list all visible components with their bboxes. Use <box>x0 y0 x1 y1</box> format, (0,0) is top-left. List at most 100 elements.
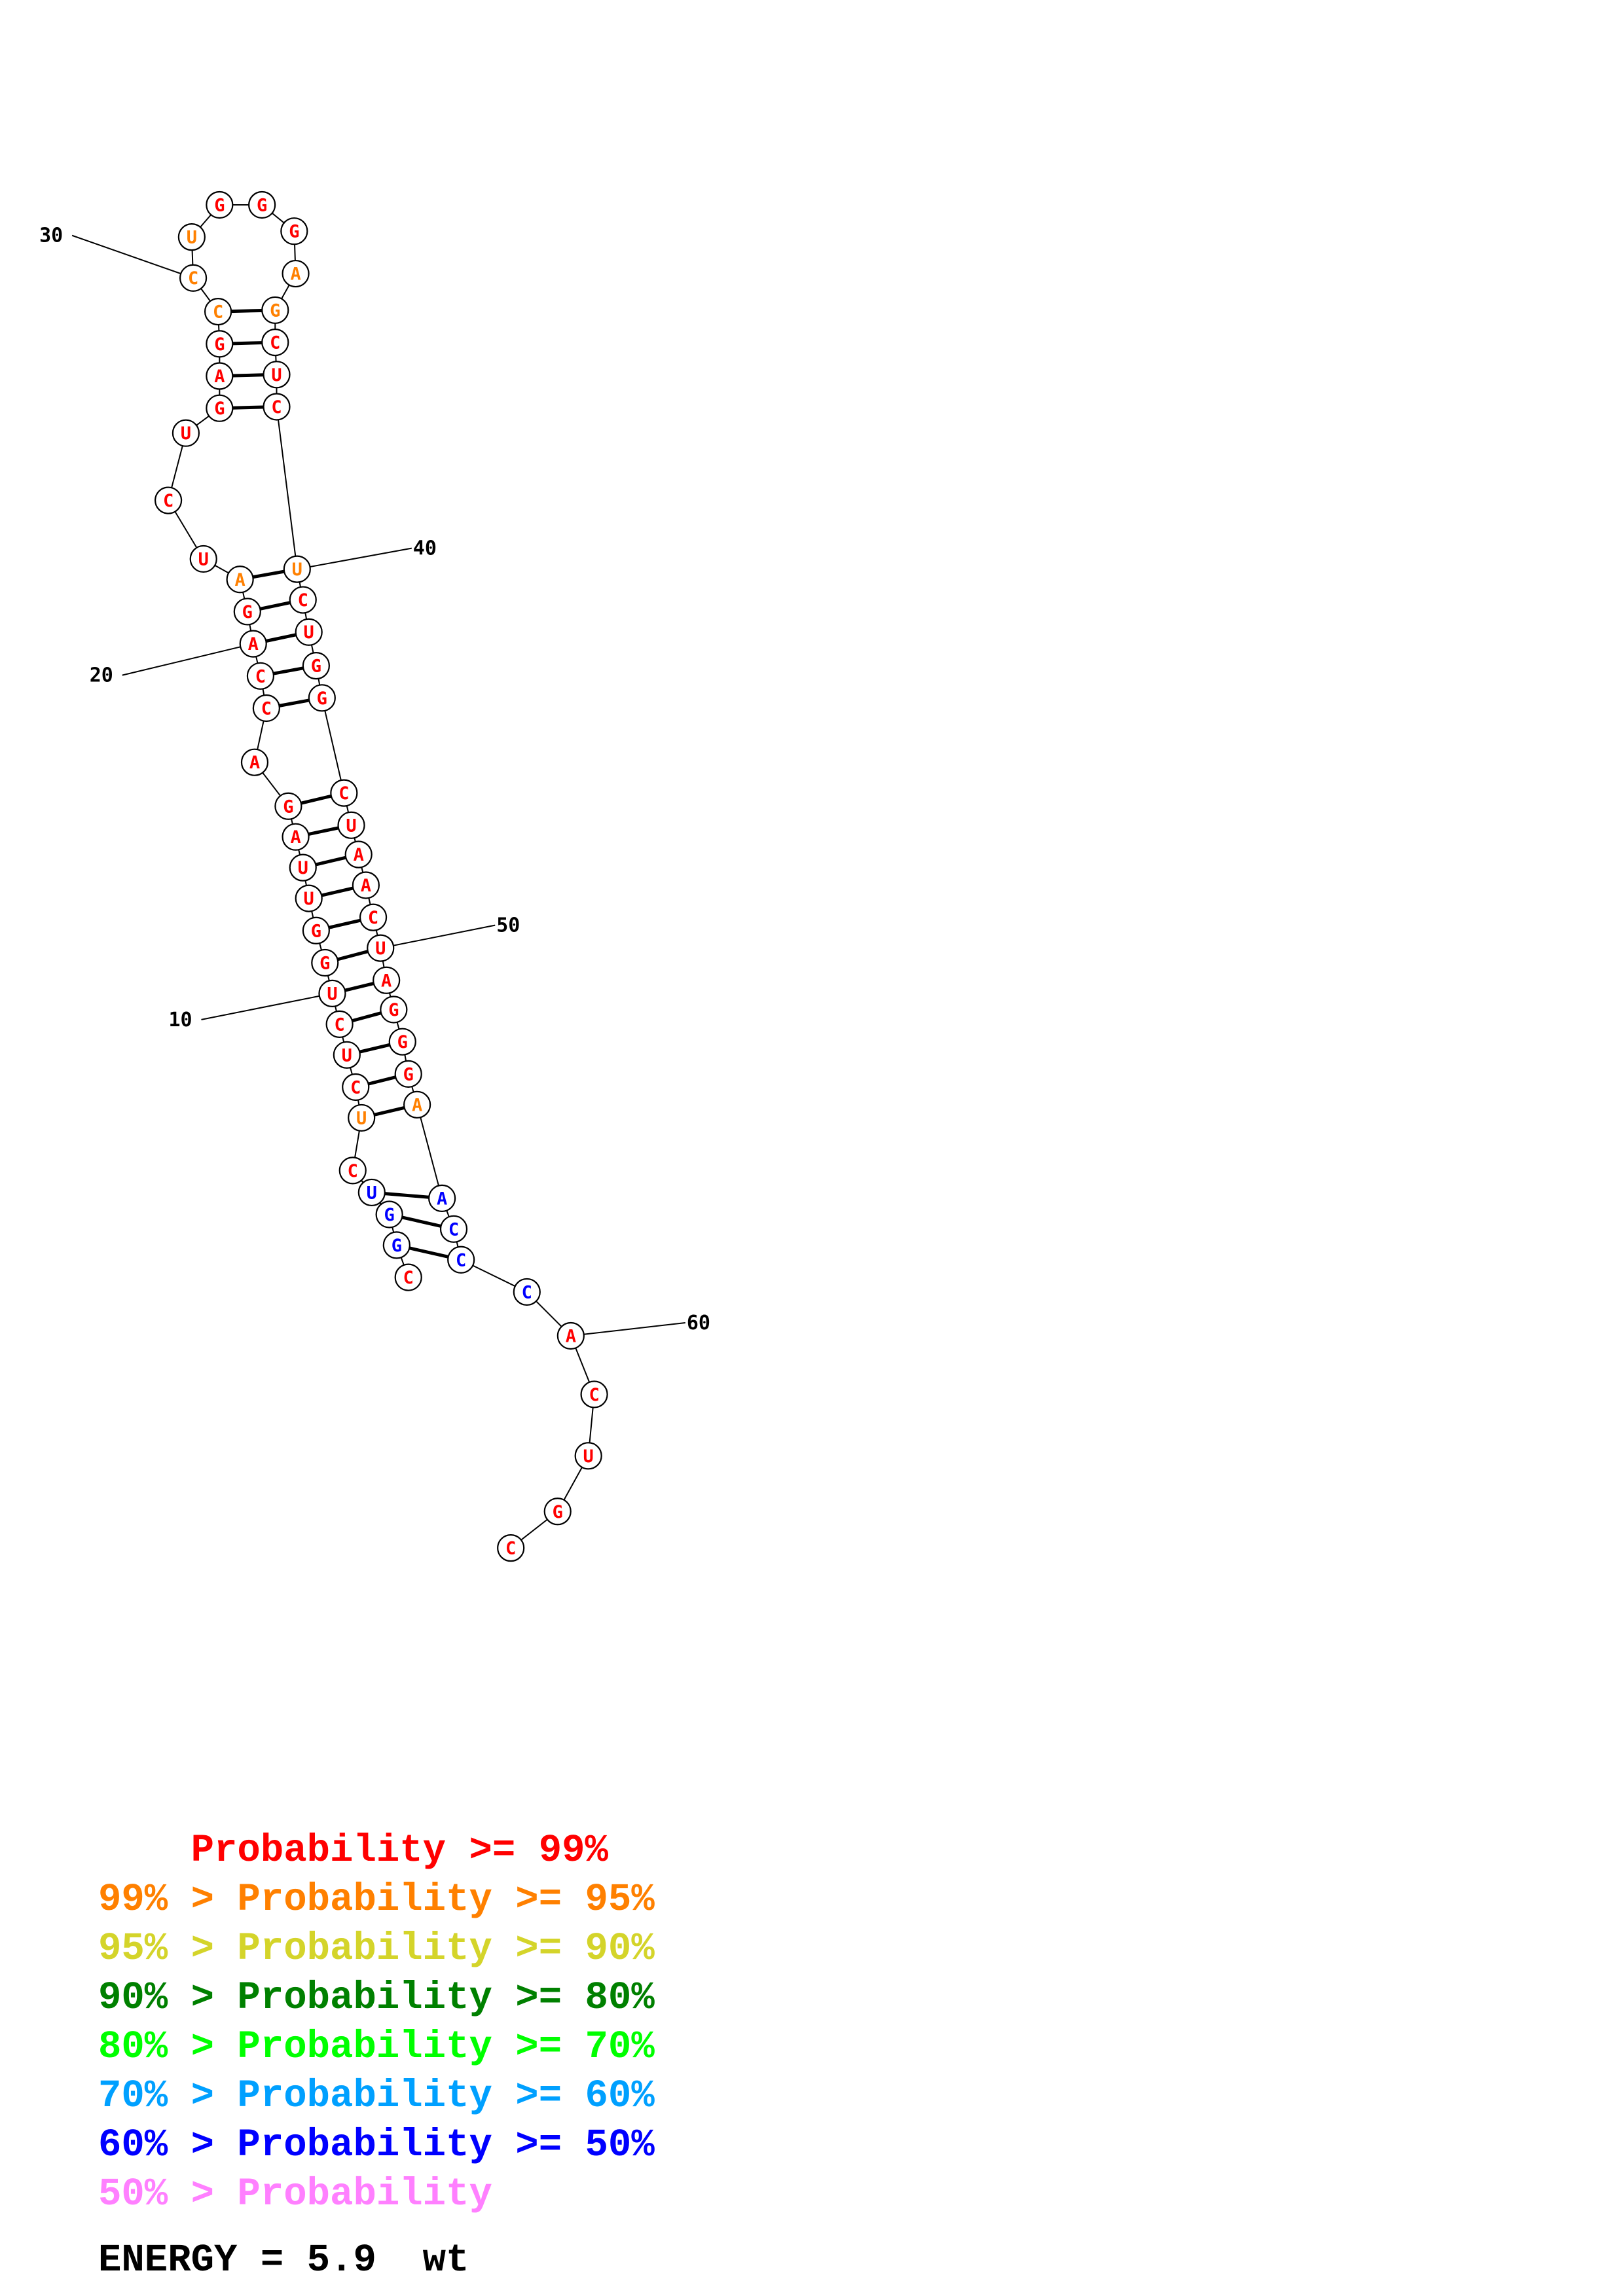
nucleotide: U <box>295 884 323 912</box>
nucleotide-letter: A <box>214 367 225 387</box>
nucleotide: C <box>513 1278 541 1306</box>
nucleotide-circle <box>302 916 330 944</box>
base-pair-bond <box>232 341 263 346</box>
nucleotide: G <box>311 948 339 977</box>
nucleotide-letter: G <box>388 1000 399 1020</box>
nucleotide: C <box>338 1157 367 1185</box>
nucleotide: G <box>274 792 302 820</box>
nucleotide-circle <box>204 298 232 326</box>
nucleotide: C <box>580 1380 608 1408</box>
nucleotide-circle <box>179 264 208 292</box>
nucleotide-circle <box>574 1442 602 1470</box>
nucleotide-circle <box>283 555 311 583</box>
base-pair-bond <box>321 886 354 897</box>
nucleotide: A <box>206 362 234 390</box>
nucleotide-circle <box>206 394 234 422</box>
position-ticks: 10 20 30 40 50 60 <box>39 224 710 1337</box>
nucleotide: A <box>556 1321 585 1350</box>
nucleotide-circle <box>206 330 234 358</box>
nucleotide: G <box>233 598 261 626</box>
nucleotide-circle <box>206 190 234 219</box>
nucleotide-letter: A <box>249 753 260 773</box>
base-pair-bond <box>232 373 264 378</box>
nucleotide-circle <box>382 1231 410 1259</box>
nucleotide: C <box>330 779 358 807</box>
nucleotide: G <box>543 1498 572 1526</box>
nucleotide-circle <box>439 1215 468 1243</box>
tick-label-50: 50 <box>496 914 520 937</box>
legend-entry: 99% > Probability >= 95% <box>98 1878 655 1922</box>
nucleotide-circle <box>154 486 183 514</box>
nucleotide: C <box>289 586 317 614</box>
nucleotide: U <box>574 1442 602 1470</box>
base-pair-bond <box>231 308 263 314</box>
base-pair-bond <box>273 666 304 675</box>
nucleotide-letter: G <box>242 602 253 622</box>
nucleotide-circle <box>308 684 336 712</box>
base-pair-bond <box>301 794 332 805</box>
nucleotide-circle <box>289 853 317 882</box>
nucleotide: A <box>344 840 373 869</box>
nucleotide-circle <box>375 1200 403 1229</box>
nucleotide-letter: C <box>270 333 280 353</box>
nucleotide-letter: C <box>348 1161 358 1181</box>
nucleotide-circle <box>330 779 358 807</box>
base-pair-bond <box>252 569 285 579</box>
nucleotide-letter: U <box>304 622 314 643</box>
nucleotide: C <box>154 486 183 514</box>
tick-label-20: 20 <box>90 664 113 687</box>
nucleotide: G <box>206 330 234 358</box>
base-pair-bond <box>259 601 291 611</box>
base-pair-bond <box>265 633 297 643</box>
nucleotide: G <box>375 1200 403 1229</box>
nucleotide-circle <box>302 652 330 680</box>
tick-line-20 <box>122 643 253 676</box>
nucleotide-letter: G <box>553 1502 563 1522</box>
tick-line-50 <box>380 924 496 949</box>
base-pair-bond <box>384 1192 429 1199</box>
nucleotide-circle <box>206 362 234 390</box>
nucleotide-circle <box>388 1028 416 1056</box>
nucleotide-letter: C <box>261 698 272 719</box>
nucleotide: A <box>240 748 269 776</box>
base-pair-bond <box>409 1246 449 1259</box>
nucleotide: G <box>382 1231 410 1259</box>
backbone-link <box>321 698 345 793</box>
nucleotide-circle <box>295 884 323 912</box>
nucleotide-letter: C <box>271 397 282 418</box>
nucleotide: U <box>318 979 346 1008</box>
nucleotide-letter: G <box>311 656 321 677</box>
nucleotide-circle <box>580 1380 608 1408</box>
base-pair-bond <box>401 1215 442 1228</box>
nucleotide-circle <box>556 1321 585 1350</box>
nucleotide: C <box>246 662 275 690</box>
base-pair-bond <box>337 950 369 961</box>
nucleotide: C <box>447 1246 475 1274</box>
nucleotide-letter: A <box>381 971 392 991</box>
base-pair-bond <box>368 1075 396 1086</box>
nucleotide-letter: U <box>271 365 282 386</box>
nucleotide-circle <box>226 565 254 594</box>
nucleotide-circle <box>282 259 310 288</box>
nucleotide-letter: U <box>356 1108 367 1128</box>
nucleotide-letter: G <box>311 921 321 941</box>
nucleotide-circle <box>239 630 267 658</box>
nucleotide-letter: C <box>589 1385 599 1405</box>
nucleotide: U <box>263 361 291 389</box>
nucleotide-letter: U <box>342 1045 352 1066</box>
nucleotide: C <box>179 264 208 292</box>
nucleotide: C <box>342 1073 370 1102</box>
nucleotide-letter: C <box>350 1077 361 1098</box>
base-pair-bond <box>344 982 374 992</box>
nucleotide-circle <box>261 296 289 325</box>
nucleotide: U <box>189 545 217 573</box>
nucleotide-letter: G <box>384 1205 395 1225</box>
nucleotide-letter: A <box>437 1189 447 1209</box>
legend-entry: Probability >= 99% <box>98 1829 608 1873</box>
nucleotide-letter: C <box>163 491 173 511</box>
nucleotide-letter: U <box>187 228 197 248</box>
nucleotide-circle <box>380 996 408 1024</box>
nucleotide: G <box>380 996 408 1024</box>
nucleotide-circle <box>248 190 276 219</box>
